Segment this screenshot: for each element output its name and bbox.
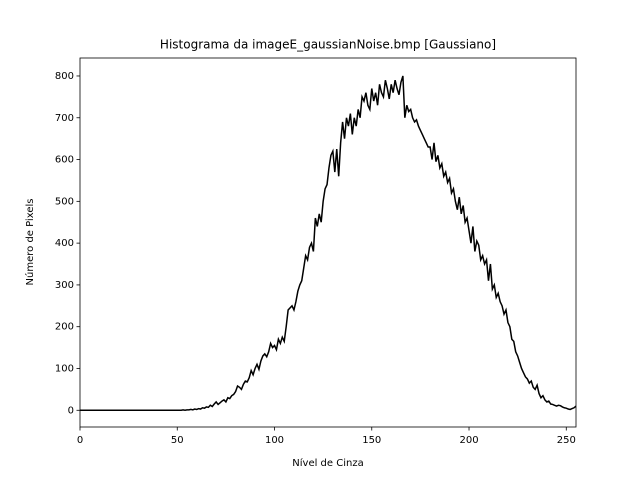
y-tick-label: 800 bbox=[55, 71, 74, 82]
y-tick-label: 0 bbox=[68, 405, 74, 416]
y-tick-label: 400 bbox=[55, 238, 74, 249]
y-tick-label: 100 bbox=[55, 363, 74, 374]
x-axis-label: Nível de Cinza bbox=[292, 457, 363, 469]
x-tick-label: 250 bbox=[557, 435, 576, 446]
x-tick-label: 150 bbox=[362, 435, 381, 446]
y-tick-label: 200 bbox=[55, 322, 74, 333]
x-tick-label: 100 bbox=[265, 435, 284, 446]
x-tick-label: 0 bbox=[77, 435, 83, 446]
x-tick-label: 50 bbox=[171, 435, 184, 446]
y-axis-label: Número de Pixels bbox=[24, 199, 36, 286]
y-tick-label: 600 bbox=[55, 155, 74, 166]
chart-title: Histograma da imageE_gaussianNoise.bmp [… bbox=[160, 38, 496, 52]
y-tick-label: 700 bbox=[55, 113, 74, 124]
data-line bbox=[80, 75, 576, 412]
y-tick-label: 300 bbox=[55, 280, 74, 291]
y-tick-label: 500 bbox=[55, 196, 74, 207]
plot-frame bbox=[79, 57, 577, 428]
x-tick-label: 200 bbox=[459, 435, 478, 446]
